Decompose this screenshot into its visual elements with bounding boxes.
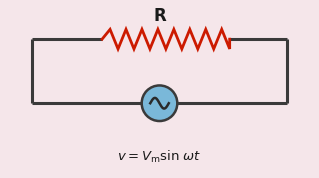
Text: $v = V_\mathrm{m}\sin\,\omega t$: $v = V_\mathrm{m}\sin\,\omega t$ xyxy=(117,149,202,165)
Circle shape xyxy=(142,85,177,121)
Text: R: R xyxy=(153,7,166,25)
